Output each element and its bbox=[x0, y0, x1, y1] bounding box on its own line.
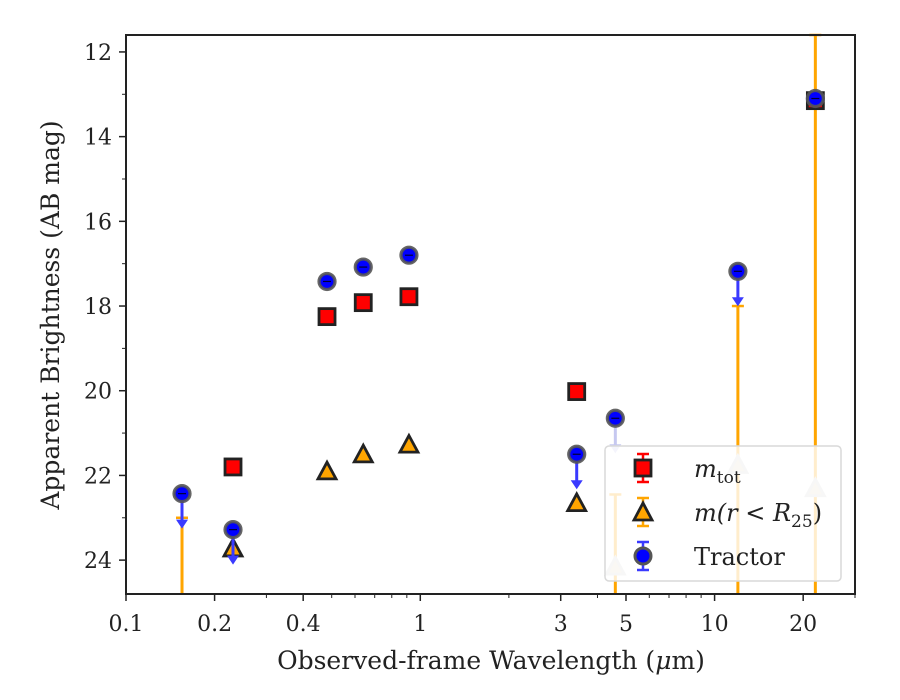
x-axis-label: Observed-frame Wavelength (μm) bbox=[277, 646, 705, 675]
legend-mtot-label-main: m bbox=[694, 455, 717, 483]
mtot-square-point bbox=[567, 382, 587, 401]
plot-frame-rect bbox=[125, 34, 856, 595]
mtot-square-point bbox=[317, 307, 337, 327]
legend-box bbox=[604, 445, 842, 582]
legend-mtot-marker bbox=[633, 458, 653, 478]
legend-r25-marker bbox=[631, 500, 655, 522]
tractor-limit-arrow-head bbox=[227, 555, 240, 565]
tractor-limit-arrow-head bbox=[570, 480, 583, 490]
tractor-limit-arrow-head bbox=[176, 519, 189, 529]
x-tick-label: 0.4 bbox=[286, 612, 321, 637]
x-tick-label: 10 bbox=[701, 612, 729, 637]
legend-r25-label-main: m bbox=[694, 499, 717, 527]
x-tick-label: 20 bbox=[789, 612, 817, 637]
x-axis-label-rest: m) bbox=[671, 646, 704, 675]
mtot-square-point bbox=[353, 293, 373, 313]
x-axis-label-main: Observed-frame Wavelength ( bbox=[277, 646, 655, 675]
y-tick-label: 24 bbox=[84, 549, 112, 574]
y-tick-label: 22 bbox=[84, 464, 112, 489]
y-tick-label: 16 bbox=[84, 210, 112, 235]
mtot-square-point bbox=[399, 287, 419, 307]
axis-ticks: 12 14 16 18 20 22 24 0.1 0.2 0.4 1 3 5 10 20 bbox=[84, 41, 856, 637]
y-tick-label: 12 bbox=[84, 41, 112, 66]
y-tick-label: 20 bbox=[84, 380, 112, 405]
r25-triangle-point bbox=[351, 442, 375, 464]
y-tick-label: 14 bbox=[84, 126, 112, 151]
legend-mtot-label-sub: tot bbox=[717, 468, 741, 488]
legend-mtot-label: mtot bbox=[694, 455, 741, 488]
legend-r25-label: m(r < R25) bbox=[694, 499, 822, 532]
x-tick-label: 0.2 bbox=[197, 612, 232, 637]
r25-triangle-point bbox=[397, 432, 421, 454]
y-axis-label: Apparent Brightness (AB mag) bbox=[36, 120, 65, 510]
legend-r25-label-sub: 25 bbox=[791, 512, 813, 532]
mtot-square-point bbox=[223, 457, 243, 477]
x-tick-label: 0.1 bbox=[109, 612, 144, 637]
legend-r25-label-rest: (r < R bbox=[717, 499, 791, 527]
tractor-limit-arrow-head bbox=[731, 297, 744, 307]
legend-tractor-marker bbox=[633, 546, 653, 566]
legend-tractor-label: Tractor bbox=[694, 543, 785, 571]
r25-triangle-point bbox=[315, 459, 339, 481]
x-axis-label-mu: μ bbox=[655, 646, 671, 675]
r25-triangle-point bbox=[565, 491, 589, 513]
x-tick-label: 5 bbox=[619, 612, 633, 637]
y-tick-label: 18 bbox=[84, 295, 112, 320]
x-tick-label: 1 bbox=[413, 612, 427, 637]
plot-frame bbox=[125, 34, 856, 595]
x-tick-label: 3 bbox=[554, 612, 568, 637]
legend-r25-label-close: ) bbox=[813, 499, 822, 527]
